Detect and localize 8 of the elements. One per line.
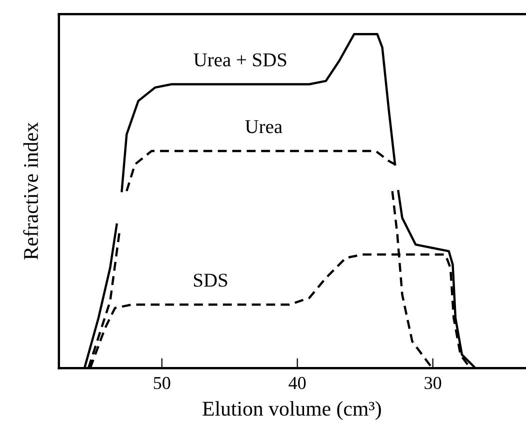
series-label: Urea xyxy=(245,120,282,134)
x-tick-label: 50 xyxy=(154,376,170,390)
x-tick-label: 30 xyxy=(424,376,442,390)
series-label: Urea + SDS xyxy=(194,53,286,66)
y-axis-title: Refractive index xyxy=(23,122,38,260)
x-axis-title: Elution volume (cm³) xyxy=(202,401,381,420)
series-label: SDS xyxy=(194,274,228,287)
x-tick-label: 40 xyxy=(288,376,306,390)
